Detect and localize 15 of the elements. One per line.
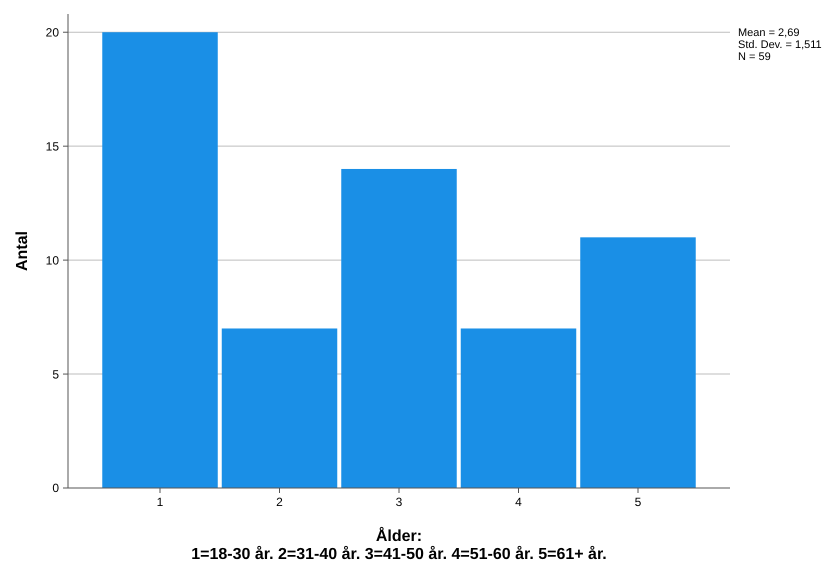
x-tick-label: 5 (634, 495, 642, 509)
y-tick-label: 10 (46, 253, 60, 268)
text: N = 59 (738, 51, 771, 63)
x-axis-title: Ålder: 1=18-30 år. 2=31-40 år. 3=41-50 år. 4=51-60 år. 5=61+ år. (191, 526, 607, 563)
y-tick-label: 0 (52, 481, 60, 496)
y-tick-label: 20 (46, 25, 60, 40)
y-tick-label: 5 (52, 367, 60, 382)
text: Mean = 2,69 (738, 27, 800, 39)
x-tick-label: 2 (276, 495, 284, 509)
x-tick-label: 3 (396, 495, 403, 509)
text: Std. Dev. = 1,511 (738, 39, 822, 51)
y-axis-title: Antal (14, 231, 31, 271)
y-tick-label: 15 (46, 139, 60, 154)
x-tick-label: 4 (515, 495, 522, 509)
x-tick-label: 1 (156, 495, 164, 509)
